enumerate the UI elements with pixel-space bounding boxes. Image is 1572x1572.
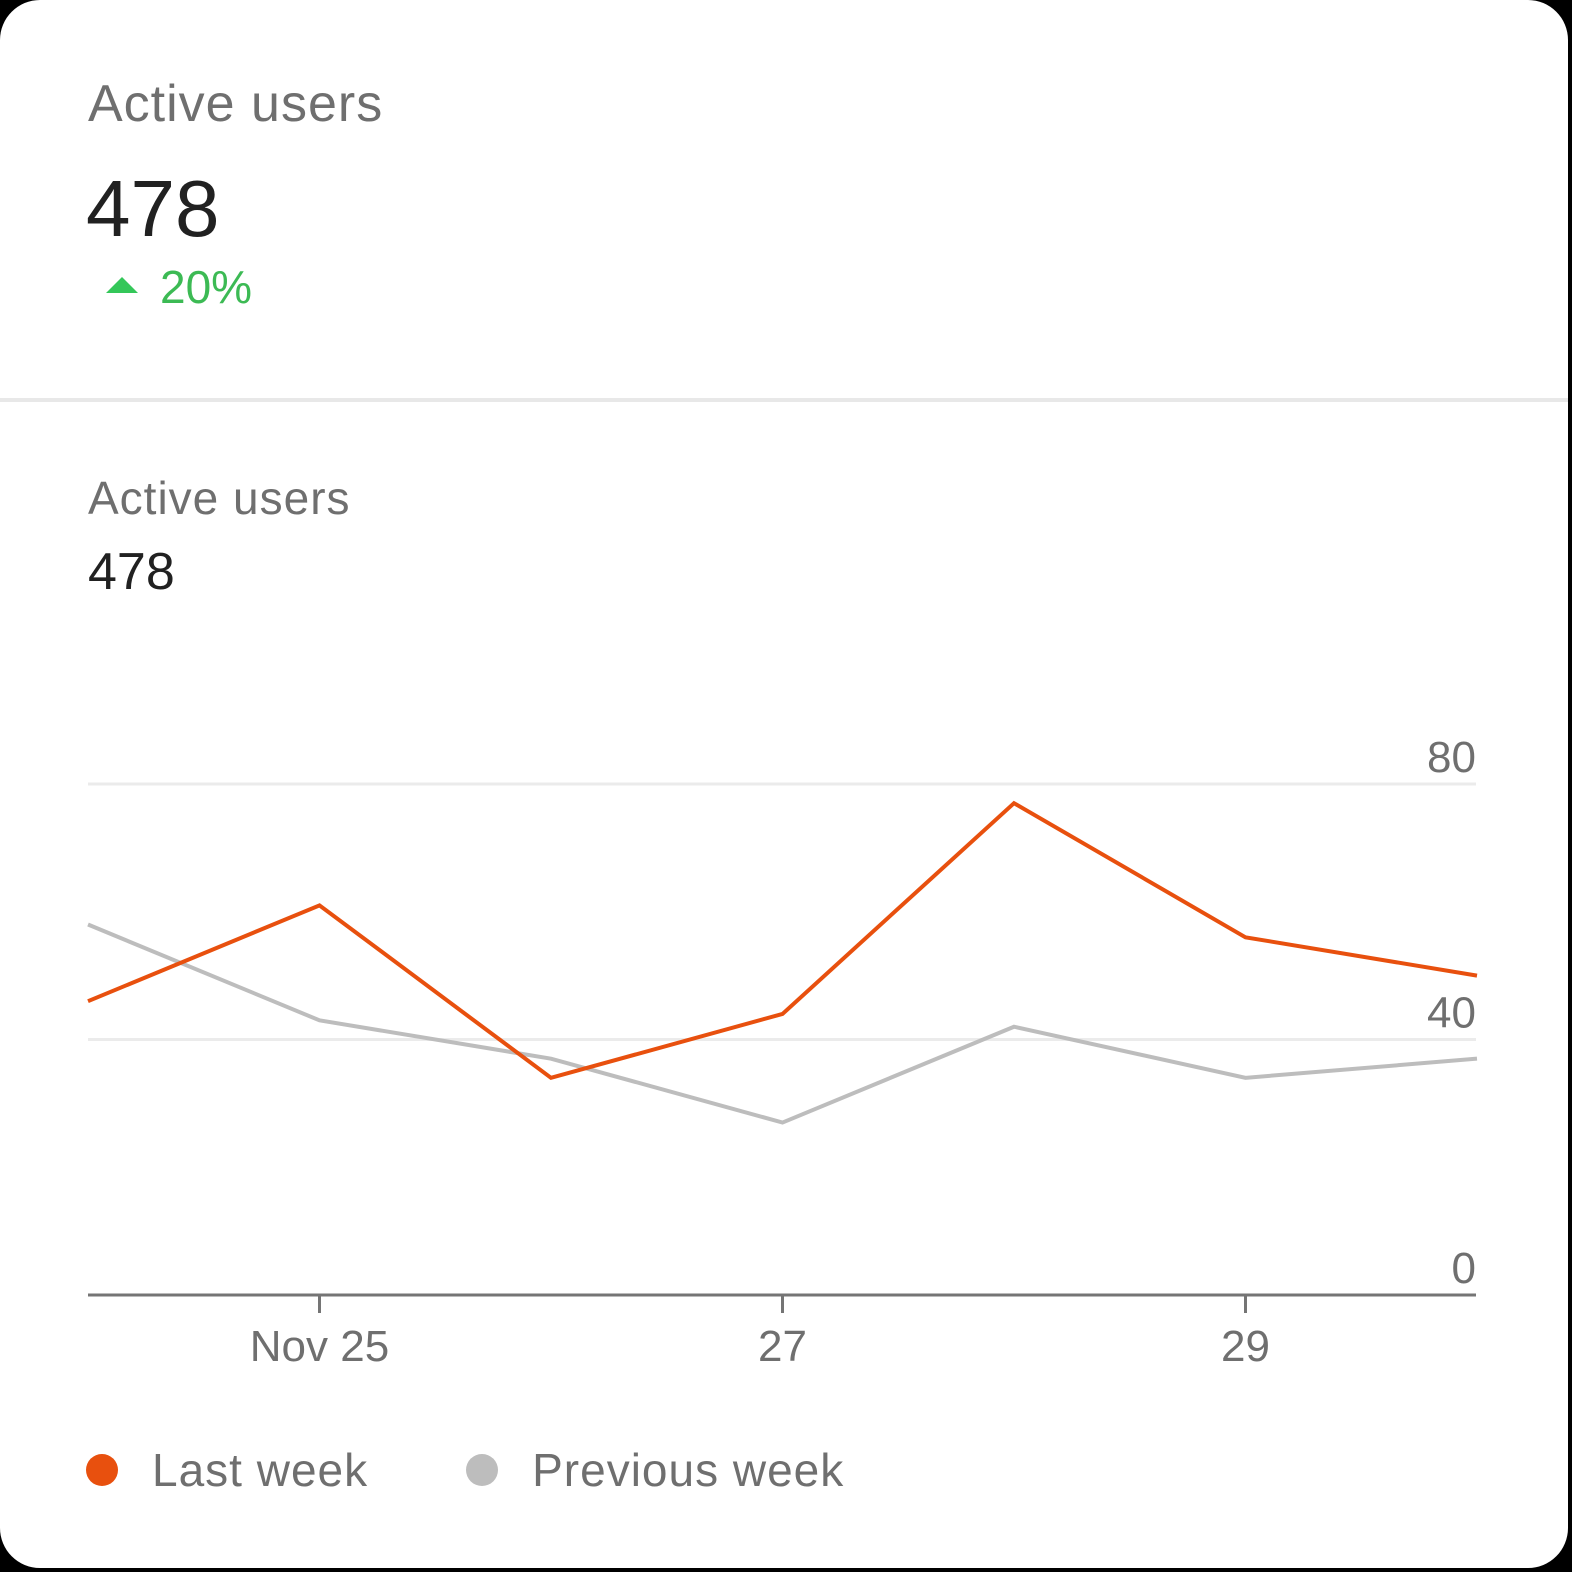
metric-title: Active users xyxy=(88,75,384,133)
series-line-previous-week xyxy=(87,922,1478,1125)
series-line-last-week xyxy=(87,800,1478,1081)
chart-legend: Last week Previous week xyxy=(86,1438,942,1502)
y-tick-label: 40 xyxy=(1427,989,1476,1038)
chart-total: 478 xyxy=(88,543,175,601)
x-tick-label: Nov 25 xyxy=(250,1322,389,1371)
chart-title: Active users xyxy=(88,472,351,524)
arrow-up-icon xyxy=(106,277,138,293)
summary-section: Active users 478 20% xyxy=(0,0,1568,398)
legend-dot-icon xyxy=(86,1454,118,1486)
legend-dot-icon xyxy=(466,1454,499,1486)
delta-indicator: 20% xyxy=(106,262,252,312)
x-tick-label: 27 xyxy=(758,1322,807,1371)
legend-label: Previous week xyxy=(532,1444,845,1496)
metric-value: 478 xyxy=(86,164,220,253)
y-tick-label: 80 xyxy=(1427,733,1476,782)
legend-label: Last week xyxy=(152,1444,369,1496)
delta-value: 20% xyxy=(160,261,253,313)
y-tick-label: 0 xyxy=(1452,1244,1476,1293)
x-tick-label: 29 xyxy=(1221,1322,1270,1371)
section-divider xyxy=(0,398,1568,402)
legend-item-last-week[interactable]: Last week xyxy=(86,1444,368,1496)
legend-item-previous-week[interactable]: Previous week xyxy=(466,1444,844,1496)
